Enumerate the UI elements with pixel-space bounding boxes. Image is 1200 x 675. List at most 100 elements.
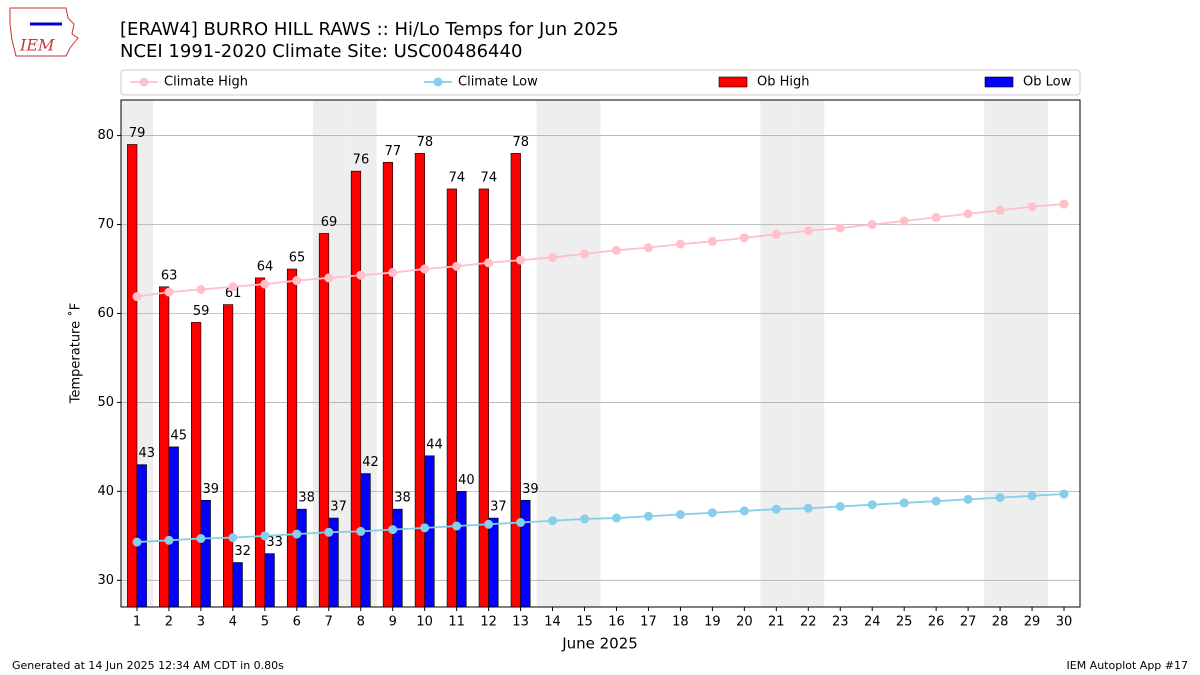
x-tick-label: 13 [512, 615, 529, 630]
line-marker [260, 531, 270, 541]
line-marker [643, 511, 653, 521]
bar [232, 562, 243, 608]
line-marker [931, 496, 941, 506]
line-marker [388, 525, 398, 535]
line-marker [132, 537, 142, 547]
bar-value-label: 69 [321, 215, 338, 230]
bar [456, 491, 467, 608]
bar-value-label: 74 [481, 170, 498, 185]
line-marker [739, 233, 749, 243]
bar-value-label: 32 [234, 544, 251, 559]
line-marker [452, 521, 462, 531]
bar [296, 508, 307, 608]
line-marker [420, 264, 430, 274]
y-axis-label: Temperature ˚F [68, 303, 84, 404]
plot-frame [120, 99, 1081, 608]
line-marker [580, 249, 590, 259]
legend-marker [139, 77, 149, 87]
line [136, 203, 1065, 298]
bar [200, 499, 211, 608]
bar [222, 304, 234, 608]
bar [254, 277, 266, 608]
line-marker [484, 519, 494, 529]
logo-text: IEM [19, 36, 55, 55]
line-marker [611, 513, 621, 523]
x-tick-label: 18 [672, 615, 689, 630]
line-marker [675, 509, 685, 519]
x-tick-label: 4 [229, 615, 237, 630]
weekend-shade [792, 100, 825, 607]
x-tick-label: 7 [325, 615, 333, 630]
line-marker [963, 209, 973, 219]
x-tick-label: 29 [1024, 615, 1041, 630]
bar-value-label: 43 [139, 446, 156, 461]
bar-value-label: 77 [385, 144, 402, 159]
bar [168, 446, 179, 608]
line-marker [707, 236, 717, 246]
x-tick-label: 22 [800, 615, 817, 630]
bar-value-label: 44 [426, 437, 443, 452]
line-marker [611, 245, 621, 255]
x-tick-label: 26 [928, 615, 945, 630]
x-tick-label: 11 [448, 615, 465, 630]
weekend-shade [760, 100, 793, 607]
bar [136, 464, 147, 608]
line-marker [356, 270, 366, 280]
line-marker [1059, 199, 1069, 209]
line-marker [420, 523, 430, 533]
line-marker [580, 514, 590, 524]
bar [478, 188, 489, 608]
y-tick-label: 40 [97, 484, 114, 499]
x-tick-label: 24 [864, 615, 881, 630]
x-tick-label: 9 [389, 615, 397, 630]
line-marker [899, 498, 909, 508]
bar [318, 233, 330, 608]
x-tick-label: 25 [896, 615, 913, 630]
bar [382, 161, 394, 608]
bar-value-label: 40 [458, 473, 475, 488]
legend-marker [433, 77, 443, 87]
line-marker [228, 282, 238, 292]
line-marker [899, 216, 909, 226]
bar [392, 508, 403, 608]
line-marker [803, 226, 813, 236]
line-marker [164, 287, 174, 297]
bar-value-label: 38 [298, 491, 315, 506]
bar [360, 473, 371, 608]
x-tick-label: 27 [960, 615, 977, 630]
x-tick-label: 14 [544, 615, 561, 630]
bar-value-label: 76 [353, 153, 370, 168]
x-tick-label: 1 [133, 615, 141, 630]
bar-value-label: 37 [330, 500, 347, 515]
bar-value-label: 63 [161, 268, 178, 283]
line-marker [292, 276, 302, 286]
line-marker [260, 279, 270, 289]
bar-value-label: 65 [289, 251, 306, 266]
line-marker [516, 255, 526, 265]
x-tick-label: 3 [197, 615, 205, 630]
line-marker [228, 533, 238, 543]
y-tick-label: 50 [97, 395, 114, 410]
footer-right: IEM Autoplot App #17 [1067, 659, 1189, 672]
bar [446, 188, 457, 608]
x-tick-label: 16 [608, 615, 625, 630]
bar-value-label: 59 [193, 304, 210, 319]
x-tick-label: 8 [357, 615, 365, 630]
y-tick-label: 30 [97, 573, 114, 588]
x-tick-label: 28 [992, 615, 1009, 630]
line-marker [548, 516, 558, 526]
line-marker [484, 258, 494, 268]
x-tick-label: 6 [293, 615, 301, 630]
logo: IEM [9, 7, 79, 57]
weekend-shade [568, 100, 601, 607]
line-marker [452, 261, 462, 271]
line-marker [739, 506, 749, 516]
bar [127, 144, 138, 608]
chart-title: [ERAW4] BURRO HILL RAWS :: Hi/Lo Temps f… [120, 19, 619, 40]
bar [350, 170, 362, 608]
line-marker [707, 508, 717, 518]
line-marker [995, 205, 1005, 215]
line-marker [516, 518, 526, 527]
bar [286, 268, 298, 608]
